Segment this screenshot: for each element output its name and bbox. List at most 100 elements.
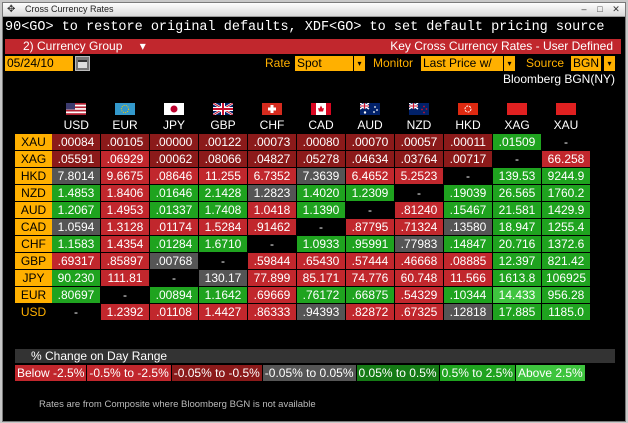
rate-cell[interactable]: .00073 bbox=[247, 134, 297, 151]
rate-cell[interactable]: .59844 bbox=[247, 252, 297, 270]
column-header[interactable]: JPY bbox=[150, 101, 199, 134]
rate-cell[interactable]: 1.5284 bbox=[198, 218, 248, 236]
rate-cell[interactable]: .00080 bbox=[296, 134, 346, 151]
rate-cell[interactable]: .08646 bbox=[149, 167, 199, 185]
rate-cell[interactable]: 6.4652 bbox=[345, 167, 395, 185]
rate-cell[interactable]: 9244.9 bbox=[541, 167, 591, 185]
rate-cell[interactable]: 106925 bbox=[541, 269, 591, 287]
rate-cell[interactable]: 1372.6 bbox=[541, 235, 591, 253]
rate-cell[interactable]: 1255.4 bbox=[541, 218, 591, 236]
row-label[interactable]: EUR bbox=[15, 286, 52, 304]
rate-cell[interactable]: .77983 bbox=[394, 235, 444, 253]
column-header[interactable]: GBP bbox=[199, 101, 248, 134]
rate-cell[interactable]: .00105 bbox=[100, 134, 150, 151]
close-icon[interactable]: ✕ bbox=[612, 4, 620, 14]
rate-cell[interactable]: 17.885 bbox=[492, 303, 542, 321]
rate-cell[interactable]: .00070 bbox=[345, 134, 395, 151]
rate-cell[interactable]: .08066 bbox=[198, 150, 248, 168]
rate-cell[interactable]: .12818 bbox=[443, 303, 493, 321]
row-label[interactable]: XAU bbox=[15, 134, 52, 151]
rate-cell[interactable]: .00084 bbox=[52, 134, 101, 151]
rate-cell[interactable]: 26.565 bbox=[492, 184, 542, 202]
row-label[interactable]: XAG bbox=[15, 150, 52, 168]
rate-cell[interactable]: 1.4020 bbox=[296, 184, 346, 202]
rate-cell[interactable]: 1.4427 bbox=[198, 303, 248, 321]
rate-cell[interactable]: 1613.8 bbox=[492, 269, 542, 287]
rate-cell[interactable]: 1.1390 bbox=[296, 201, 346, 219]
maximize-icon[interactable]: □ bbox=[597, 4, 603, 14]
rate-cell[interactable]: .15467 bbox=[443, 201, 493, 219]
rate-cell[interactable]: 11.566 bbox=[443, 269, 493, 287]
rate-cell[interactable]: - bbox=[492, 150, 542, 168]
rate-dropdown-icon[interactable]: ▾ bbox=[353, 56, 365, 71]
row-label[interactable]: CHF bbox=[15, 235, 52, 253]
row-label[interactable]: HKD bbox=[15, 167, 52, 185]
rate-cell[interactable]: .00717 bbox=[443, 150, 493, 168]
date-field[interactable]: 05/24/10 bbox=[5, 56, 73, 71]
rate-cell[interactable]: 1.4953 bbox=[100, 201, 150, 219]
currency-group-selector[interactable]: 2) Currency Group ▾ bbox=[23, 39, 146, 54]
rate-cell[interactable]: 1.2067 bbox=[52, 201, 101, 219]
rate-cell[interactable]: .05591 bbox=[52, 150, 101, 168]
rate-cell[interactable]: .81240 bbox=[394, 201, 444, 219]
column-header[interactable]: NZD bbox=[395, 101, 444, 134]
column-header[interactable]: EUR bbox=[101, 101, 150, 134]
rate-cell[interactable]: .00122 bbox=[198, 134, 248, 151]
rate-cell[interactable]: - bbox=[394, 184, 444, 202]
rate-cell[interactable]: .54329 bbox=[394, 286, 444, 304]
title-bar[interactable]: ✥ Cross Currency Rates – □ ✕ bbox=[3, 3, 625, 17]
source-dropdown-icon[interactable]: ▾ bbox=[603, 56, 615, 71]
minimize-icon[interactable]: – bbox=[581, 4, 587, 14]
column-header[interactable]: USD bbox=[52, 101, 101, 134]
rate-cell[interactable]: .01108 bbox=[149, 303, 199, 321]
column-header[interactable]: HKD bbox=[444, 101, 493, 134]
rate-cell[interactable]: .01337 bbox=[149, 201, 199, 219]
rate-cell[interactable]: .14847 bbox=[443, 235, 493, 253]
rate-cell[interactable]: .65430 bbox=[296, 252, 346, 270]
rate-cell[interactable]: .01509 bbox=[492, 134, 542, 151]
rate-cell[interactable]: .85897 bbox=[100, 252, 150, 270]
rate-cell[interactable]: .00057 bbox=[394, 134, 444, 151]
rate-cell[interactable]: .57444 bbox=[345, 252, 395, 270]
rate-cell[interactable]: - bbox=[296, 218, 346, 236]
rate-cell[interactable]: 1.2392 bbox=[100, 303, 150, 321]
rate-cell[interactable]: .00894 bbox=[149, 286, 199, 304]
column-header[interactable]: AUD bbox=[346, 101, 395, 134]
rate-cell[interactable]: 130.17 bbox=[198, 269, 248, 287]
rate-cell[interactable]: .94393 bbox=[296, 303, 346, 321]
rate-cell[interactable]: 77.899 bbox=[247, 269, 297, 287]
rate-cell[interactable]: 7.3639 bbox=[296, 167, 346, 185]
source-select[interactable]: BGN bbox=[571, 56, 601, 71]
rate-cell[interactable]: .13580 bbox=[443, 218, 493, 236]
rate-cell[interactable]: .95991 bbox=[345, 235, 395, 253]
rate-cell[interactable]: 1.0594 bbox=[52, 218, 101, 236]
rate-cell[interactable]: .86333 bbox=[247, 303, 297, 321]
rate-cell[interactable]: 20.716 bbox=[492, 235, 542, 253]
rate-cell[interactable]: .06929 bbox=[100, 150, 150, 168]
rate-cell[interactable]: .71324 bbox=[394, 218, 444, 236]
rate-cell[interactable]: .69669 bbox=[247, 286, 297, 304]
row-label[interactable]: GBP bbox=[15, 252, 52, 270]
move-icon[interactable]: ✥ bbox=[7, 4, 16, 15]
rate-cell[interactable]: 60.748 bbox=[394, 269, 444, 287]
rate-cell[interactable]: 5.2523 bbox=[394, 167, 444, 185]
rate-cell[interactable]: .01174 bbox=[149, 218, 199, 236]
rate-cell[interactable]: .01646 bbox=[149, 184, 199, 202]
rate-cell[interactable]: 111.81 bbox=[100, 269, 150, 287]
monitor-dropdown-icon[interactable]: ▾ bbox=[503, 56, 515, 71]
rate-cell[interactable]: 18.947 bbox=[492, 218, 542, 236]
rate-cell[interactable]: .00768 bbox=[149, 252, 199, 270]
row-label[interactable]: AUD bbox=[15, 201, 52, 219]
rate-cell[interactable]: 1429.9 bbox=[541, 201, 591, 219]
rate-cell[interactable]: 1.1583 bbox=[52, 235, 101, 253]
rate-cell[interactable]: .08885 bbox=[443, 252, 493, 270]
rate-cell[interactable]: 11.255 bbox=[198, 167, 248, 185]
rate-cell[interactable]: .76172 bbox=[296, 286, 346, 304]
rate-cell[interactable]: .01284 bbox=[149, 235, 199, 253]
rate-cell[interactable]: 6.7352 bbox=[247, 167, 297, 185]
rate-cell[interactable]: 1.1642 bbox=[198, 286, 248, 304]
rate-cell[interactable]: 2.1428 bbox=[198, 184, 248, 202]
rate-cell[interactable]: .10344 bbox=[443, 286, 493, 304]
monitor-select[interactable]: Last Price w/ bbox=[421, 56, 503, 71]
rate-cell[interactable]: 1.0418 bbox=[247, 201, 297, 219]
